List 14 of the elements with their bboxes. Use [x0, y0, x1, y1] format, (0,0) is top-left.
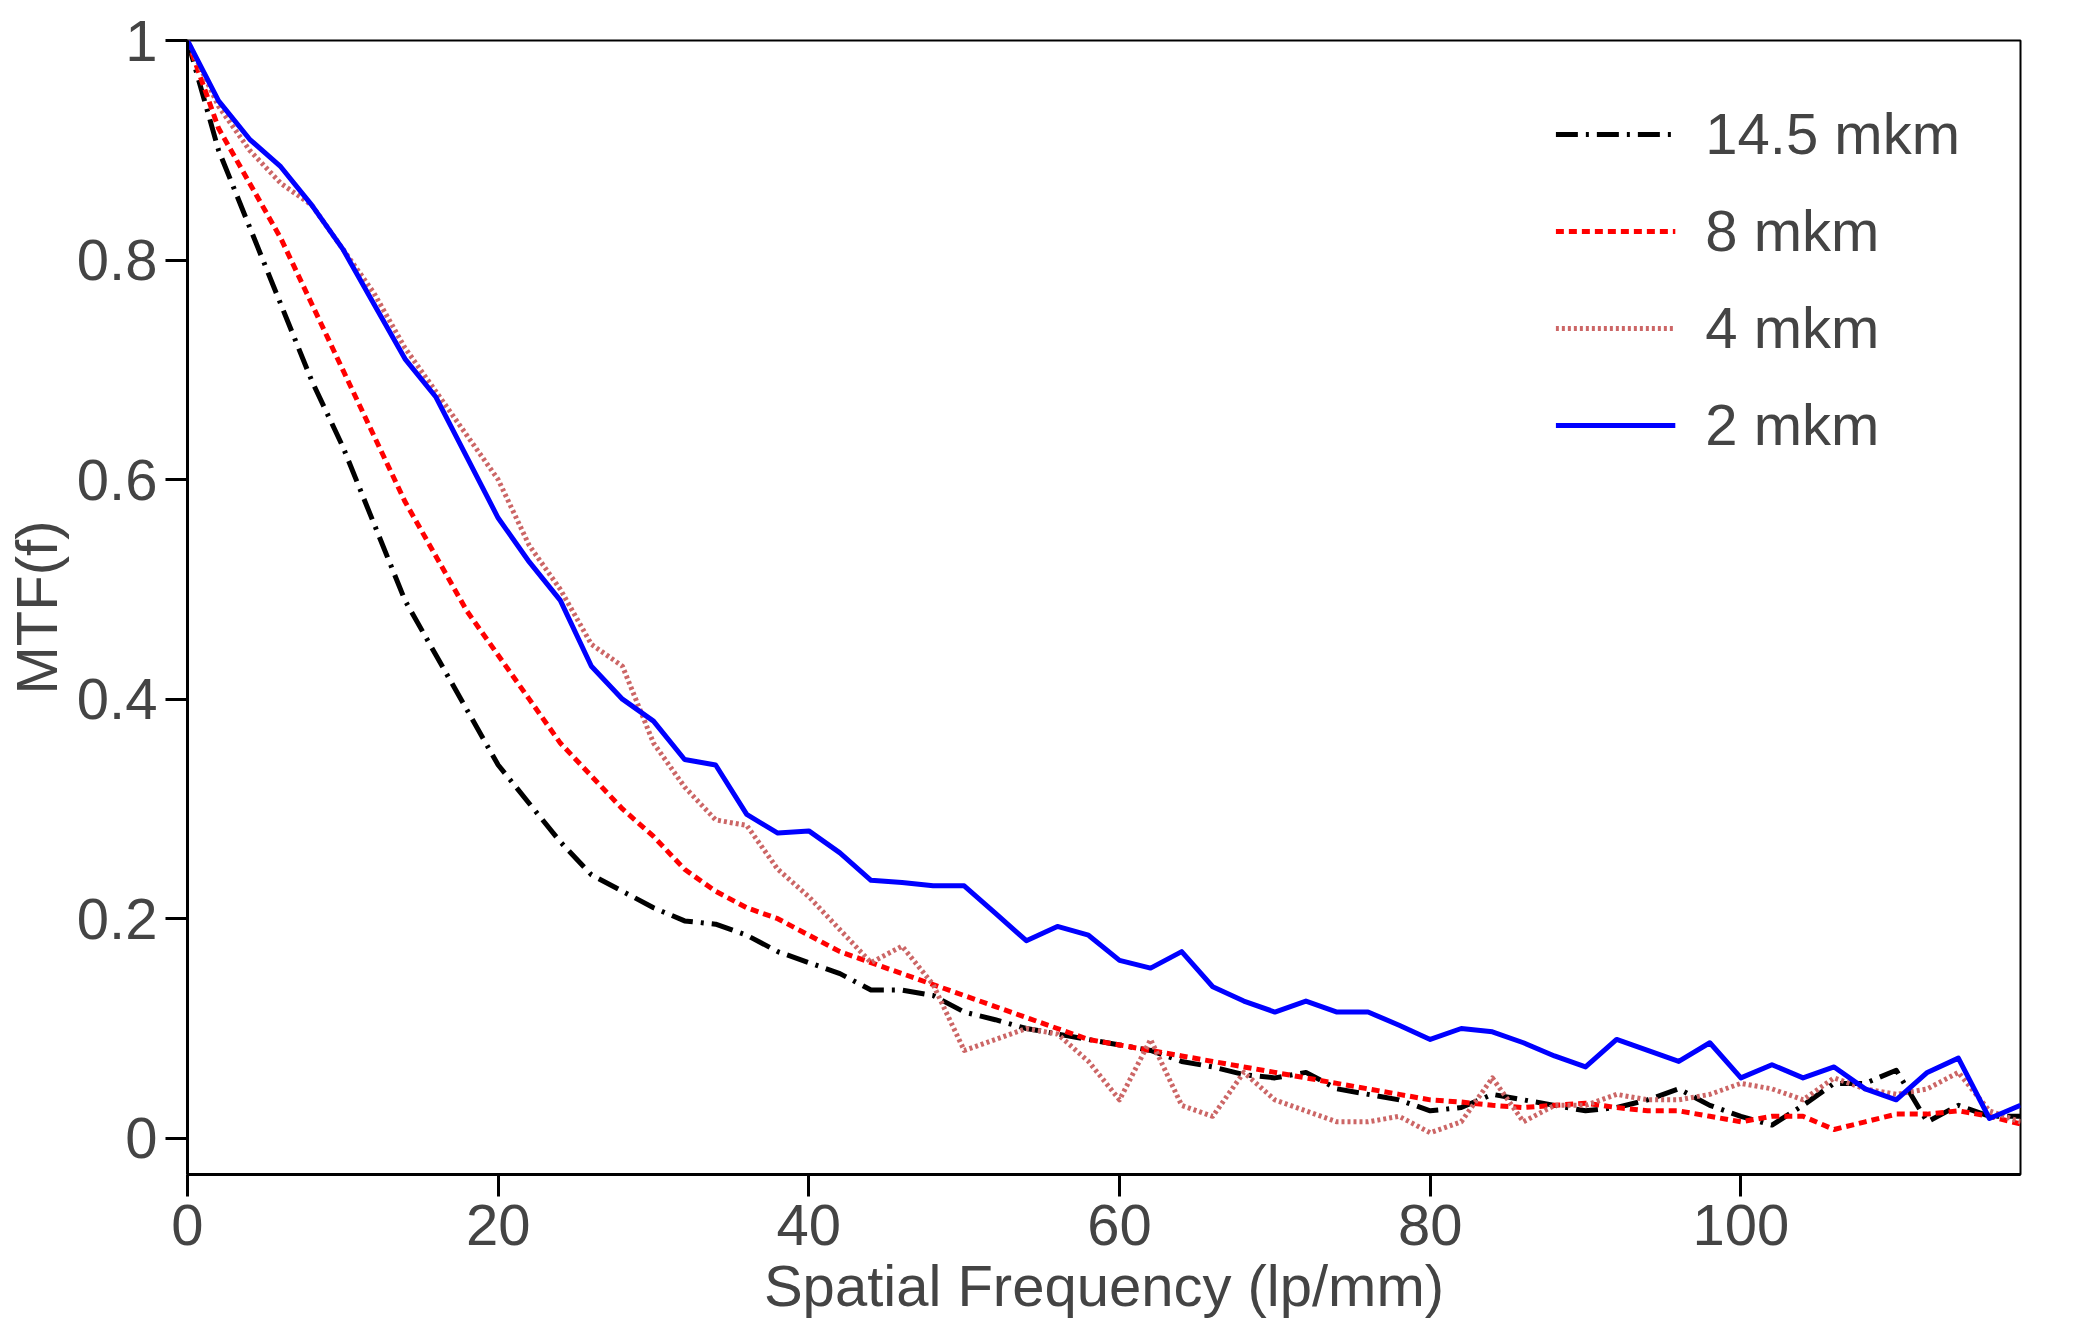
y-tick-label: 0: [125, 1105, 158, 1171]
y-tick-label: 0.6: [76, 446, 158, 512]
legend-label: 4 mkm: [1705, 294, 1880, 361]
legend-label: 2 mkm: [1705, 391, 1880, 458]
y-tick-label: 0.2: [76, 885, 158, 951]
x-tick-label: 100: [1692, 1191, 1790, 1257]
y-tick-label: 0.4: [76, 666, 158, 732]
y-tick-label: 0.8: [76, 227, 158, 293]
x-tick-label: 0: [171, 1191, 204, 1257]
legend-label: 8 mkm: [1705, 197, 1880, 264]
x-tick-label: 20: [465, 1191, 531, 1257]
legend-label: 14.5 mkm: [1705, 100, 1960, 167]
y-axis-title: MTF(f): [3, 520, 69, 695]
y-tick-label: 1: [125, 7, 158, 73]
